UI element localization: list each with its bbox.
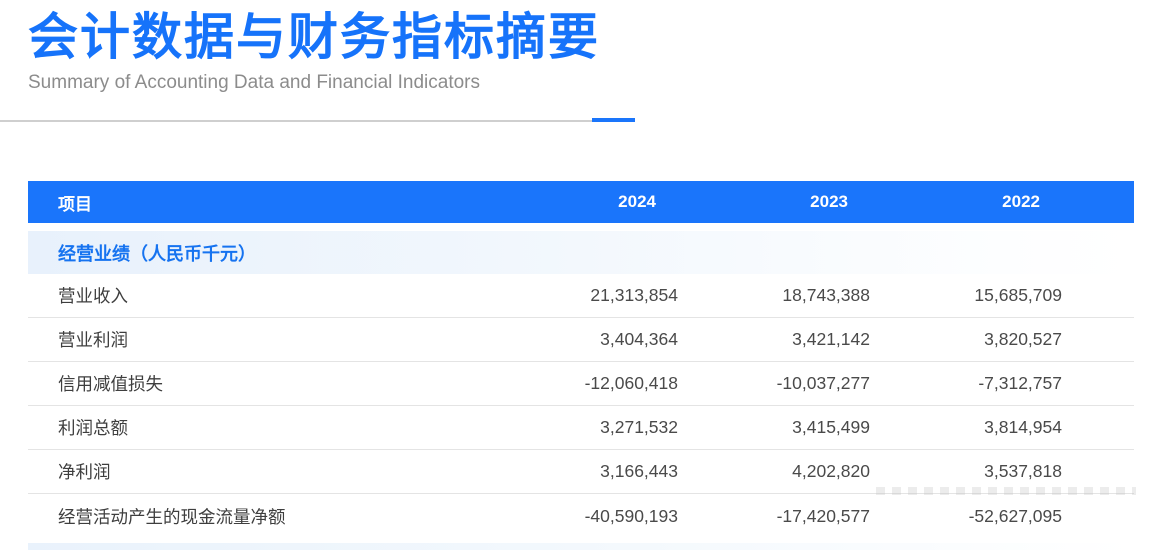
- header-divider-accent: [592, 118, 635, 122]
- row-label: 信用减值损失: [58, 374, 163, 394]
- row-value-2024: -12,060,418: [584, 373, 678, 393]
- next-section-partial-bar: [28, 543, 1134, 550]
- table-row: 经营活动产生的现金流量净额 -40,590,193 -17,420,577 -5…: [28, 494, 1134, 538]
- page-title: 会计数据与财务指标摘要: [28, 9, 600, 65]
- row-value-2023: -10,037,277: [776, 373, 870, 393]
- column-header-2022: 2022: [1002, 192, 1040, 211]
- table-row: 营业利润 3,404,364 3,421,142 3,820,527: [28, 318, 1134, 362]
- row-value-2023: 3,415,499: [792, 417, 870, 437]
- table-row: 信用减值损失 -12,060,418 -10,037,277 -7,312,75…: [28, 362, 1134, 406]
- row-value-2022: 15,685,709: [974, 285, 1062, 305]
- row-value-2022: 3,820,527: [984, 329, 1062, 349]
- row-value-2022: 3,537,818: [984, 461, 1062, 481]
- row-value-2023: 18,743,388: [782, 285, 870, 305]
- table-row: 净利润 3,166,443 4,202,820 3,537,818: [28, 450, 1134, 494]
- section-title: 经营业绩（人民币千元）: [58, 243, 256, 264]
- row-value-2024: -40,590,193: [584, 505, 678, 526]
- header-gap: [28, 223, 1134, 231]
- table-row: 利润总额 3,271,532 3,415,499 3,814,954: [28, 406, 1134, 450]
- watermark: [876, 487, 1136, 495]
- section-header-row: 经营业绩（人民币千元）: [28, 231, 1134, 274]
- page-header: 会计数据与财务指标摘要 Summary of Accounting Data a…: [28, 8, 600, 94]
- financial-summary-table: 项目 2024 2023 2022 经营业绩（人民币千元） 营业收入 21,31…: [28, 181, 1134, 538]
- row-value-2022: -52,627,095: [968, 505, 1062, 526]
- row-value-2023: 4,202,820: [792, 461, 870, 481]
- row-value-2022: -7,312,757: [978, 373, 1062, 393]
- row-label: 经营活动产生的现金流量净额: [58, 506, 286, 527]
- column-header-2023: 2023: [810, 192, 848, 211]
- column-header-item: 项目: [58, 194, 92, 214]
- row-value-2024: 3,271,532: [600, 417, 678, 437]
- table-row: 营业收入 21,313,854 18,743,388 15,685,709: [28, 274, 1134, 318]
- row-value-2024: 3,166,443: [600, 461, 678, 481]
- row-value-2023: 3,421,142: [792, 329, 870, 349]
- row-value-2024: 3,404,364: [600, 329, 678, 349]
- page-subtitle: Summary of Accounting Data and Financial…: [28, 72, 481, 93]
- row-label: 净利润: [58, 462, 111, 482]
- row-label: 营业利润: [58, 330, 128, 350]
- table-header-row: 项目 2024 2023 2022: [28, 181, 1134, 223]
- row-value-2024: 21,313,854: [590, 285, 678, 305]
- row-value-2023: -17,420,577: [776, 505, 870, 526]
- column-header-2024: 2024: [618, 192, 656, 211]
- header-divider-line: [0, 120, 635, 122]
- row-label: 利润总额: [58, 418, 128, 438]
- row-label: 营业收入: [58, 286, 128, 306]
- row-value-2022: 3,814,954: [984, 417, 1062, 437]
